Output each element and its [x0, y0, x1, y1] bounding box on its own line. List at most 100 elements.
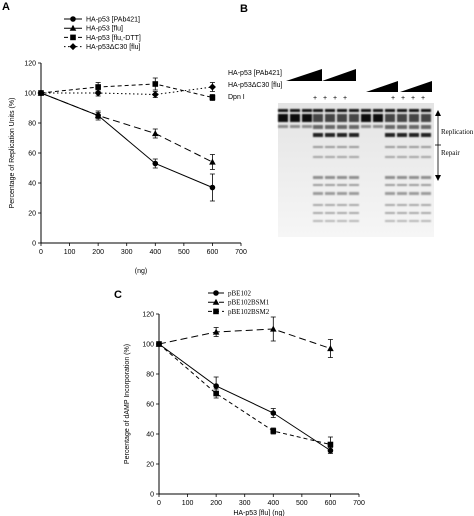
gel-band: [397, 184, 407, 186]
y-tick-label: 120: [24, 61, 36, 68]
gel-band: [421, 156, 431, 158]
y-tick-label: 0: [32, 241, 36, 248]
gel-band: [325, 184, 335, 186]
gel-band: [337, 212, 347, 214]
gel-band: [361, 114, 371, 122]
gel-wedge-4: [400, 81, 432, 92]
data-point: [151, 130, 159, 137]
gel-band: [385, 114, 395, 122]
legend-marker: [212, 298, 220, 305]
y-tick-label: 60: [146, 402, 154, 409]
gel-dpn-plus-row: + + + + + + + +: [313, 95, 425, 102]
panel-b-letter: B: [240, 3, 248, 15]
gel-repair-label: Repair: [441, 149, 460, 157]
data-point: [269, 325, 277, 332]
gel-band: [385, 192, 395, 195]
gel-band: [278, 114, 288, 122]
y-tick-label: 80: [146, 372, 154, 379]
gel-band: [349, 212, 359, 214]
gel-band: [421, 220, 431, 222]
gel-band: [421, 192, 431, 195]
chart-c: 0 100 200 300 400 500 600 700 0 20 40 60 80 100 120 HA-…: [124, 290, 365, 516]
gel-band: [337, 114, 347, 122]
gel-band: [385, 125, 395, 129]
gel-band: [325, 212, 335, 214]
y-tick-label: 120: [142, 312, 154, 319]
gel-band: [349, 133, 359, 137]
gel-band: [409, 176, 419, 179]
gel-band: [313, 204, 323, 206]
panel-a-letter: A: [2, 1, 10, 13]
x-axis-label: (ng): [135, 268, 147, 275]
gel-image: [278, 103, 434, 237]
gel-band: [278, 109, 288, 112]
gel-band: [337, 184, 347, 186]
gel-band: [397, 192, 407, 195]
gel-band: [337, 146, 347, 148]
gel-band: [337, 133, 347, 137]
y-tick-label: 100: [24, 91, 36, 98]
series-0: [38, 90, 216, 202]
data-point: [327, 441, 334, 448]
gel-band: [325, 114, 335, 122]
legend-marker: [213, 308, 219, 315]
gel-band: [421, 176, 431, 179]
gel-band: [313, 156, 323, 158]
gel-band: [385, 146, 395, 148]
data-point: [213, 390, 219, 397]
gel-band: [313, 109, 323, 112]
gel-band: [313, 114, 323, 122]
gel-band: [325, 109, 335, 112]
gel-band: [349, 114, 359, 122]
gel-band: [313, 125, 323, 129]
x-tick-label: 400: [267, 500, 279, 507]
gel-band: [409, 184, 419, 186]
gel-band: [302, 109, 312, 112]
gel-band: [409, 146, 419, 148]
x-tick-label: 0: [157, 500, 161, 507]
series-2: [38, 77, 216, 101]
gel-band: [409, 133, 419, 137]
y-tick-label: 20: [28, 211, 36, 218]
series-line: [41, 86, 213, 96]
data-point: [208, 83, 216, 91]
gel-band: [409, 192, 419, 195]
x-tick-label: 500: [178, 249, 190, 256]
gel-band: [421, 204, 431, 206]
gel-band: [337, 192, 347, 195]
gel-band: [313, 146, 323, 148]
gel-band: [409, 114, 419, 122]
axes: [158, 314, 359, 495]
data-point: [152, 160, 159, 167]
gel-band: [421, 133, 431, 137]
gel-band: [385, 220, 395, 222]
gel-band: [397, 114, 407, 122]
gel-band: [361, 109, 371, 112]
dpn-plus-sign: +: [421, 95, 425, 102]
data-point: [270, 410, 277, 416]
data-point: [151, 91, 159, 98]
series-0: [156, 341, 334, 454]
dpn-plus-sign: +: [343, 95, 347, 102]
gel-band: [421, 184, 431, 186]
gel-band: [385, 109, 395, 112]
data-point: [213, 383, 219, 389]
gel-band: [337, 176, 347, 179]
legend-label: pBE102BSM1: [228, 299, 270, 307]
gel-band: [349, 184, 359, 186]
data-point: [327, 345, 334, 352]
legend-label: pBE102BSM2: [228, 308, 270, 316]
series-line: [40, 92, 213, 163]
x-tick-label: 600: [207, 249, 219, 256]
gel-band: [373, 125, 383, 128]
series-1: [155, 316, 334, 358]
gel-band: [349, 192, 359, 195]
gel-band: [325, 156, 335, 158]
legend-marker: [69, 43, 77, 51]
series-3: [37, 82, 216, 98]
panel-c-letter: C: [114, 289, 122, 301]
legend-marker: [70, 16, 76, 22]
legend-marker: [69, 24, 77, 31]
x-tick-label: 700: [353, 500, 365, 507]
gel-row1-label: HA-p53 [PAb421]: [228, 70, 282, 77]
